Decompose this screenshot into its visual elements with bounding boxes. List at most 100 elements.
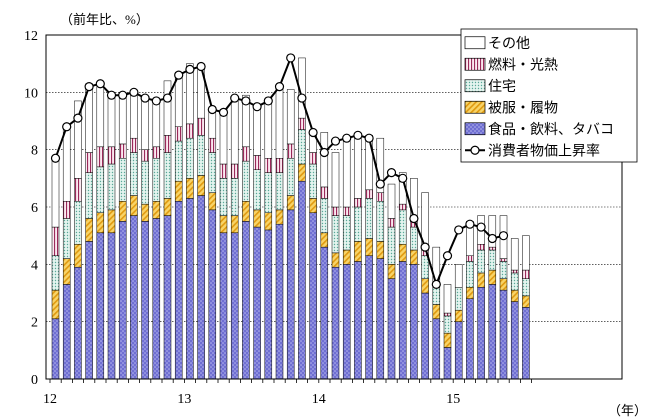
bar-segment-3 bbox=[107, 146, 116, 165]
bar-segment-0 bbox=[51, 318, 60, 380]
bar-segment-0 bbox=[410, 264, 418, 380]
legend-label: 食品・飲料、タバコ bbox=[488, 121, 614, 138]
bar-segment-0 bbox=[152, 218, 161, 380]
bar-segment-1 bbox=[298, 163, 306, 182]
y-tick-label: 12 bbox=[24, 29, 38, 44]
cpi-point bbox=[50, 153, 61, 163]
bar-segment-2 bbox=[118, 158, 127, 202]
bar-segment-2 bbox=[421, 255, 429, 279]
cpi-point bbox=[353, 130, 363, 140]
legend-swatch bbox=[464, 79, 486, 93]
cpi-point bbox=[409, 213, 419, 224]
bar-segment-2 bbox=[298, 129, 306, 165]
cpi-point bbox=[73, 113, 83, 123]
bar-segment-2 bbox=[510, 272, 519, 291]
bar-segment-0 bbox=[421, 292, 429, 380]
legend-swatch bbox=[464, 100, 486, 114]
bar-segment-3 bbox=[320, 186, 329, 199]
bar-segment-2 bbox=[242, 160, 250, 202]
bar-segment-4 bbox=[342, 140, 351, 208]
bar-segment-1 bbox=[466, 287, 474, 299]
bar-segment-0 bbox=[454, 321, 463, 380]
bar-segment-1 bbox=[309, 198, 317, 213]
cpi-point bbox=[84, 81, 94, 92]
bar-segment-1 bbox=[488, 269, 497, 285]
bar-segment-1 bbox=[208, 192, 217, 211]
bar-segment-4 bbox=[275, 86, 284, 159]
bar-segment-3 bbox=[443, 312, 452, 317]
bar-segment-1 bbox=[286, 195, 295, 211]
bar-segment-0 bbox=[522, 307, 530, 380]
bar-segment-2 bbox=[331, 215, 340, 254]
cpi-point bbox=[319, 147, 329, 158]
bar-segment-2 bbox=[85, 172, 93, 219]
bar-segment-3 bbox=[499, 258, 508, 262]
bar-segment-4 bbox=[152, 100, 161, 148]
bar-segment-0 bbox=[242, 221, 250, 380]
bar-segment-2 bbox=[410, 226, 418, 251]
bar-segment-1 bbox=[163, 198, 172, 216]
bar-segment-3 bbox=[219, 163, 228, 179]
bar-segment-4 bbox=[443, 284, 452, 314]
legend-label: 燃料・光熱 bbox=[488, 56, 558, 73]
cpi-point bbox=[398, 173, 408, 183]
bar-segment-2 bbox=[208, 152, 217, 193]
bar-segment-2 bbox=[488, 249, 497, 271]
bar-segment-3 bbox=[197, 117, 205, 136]
x-tick-label: 14 bbox=[312, 392, 326, 407]
bar-segment-0 bbox=[74, 266, 82, 380]
bar-segment-3 bbox=[477, 244, 485, 251]
bar-segment-3 bbox=[186, 123, 194, 139]
bar-segment-1 bbox=[141, 203, 149, 222]
bar-segment-1 bbox=[421, 278, 429, 294]
bar-segment-1 bbox=[130, 195, 138, 216]
bar-segment-2 bbox=[96, 166, 105, 213]
bar-segment-0 bbox=[477, 287, 485, 380]
bar-segment-1 bbox=[477, 272, 485, 288]
bar-segment-0 bbox=[230, 232, 239, 380]
bar-segment-2 bbox=[466, 261, 474, 288]
bar-segment-2 bbox=[197, 135, 205, 176]
bar-segment-0 bbox=[354, 261, 362, 380]
bar-segment-1 bbox=[522, 295, 530, 308]
legend-swatch bbox=[464, 57, 486, 71]
cpi-point bbox=[174, 70, 184, 80]
bar-segment-4 bbox=[376, 137, 385, 193]
bar-segment-4 bbox=[107, 94, 116, 148]
bar-segment-0 bbox=[208, 209, 217, 380]
bar-segment-0 bbox=[510, 301, 519, 380]
y-tick-label: 0 bbox=[31, 373, 38, 388]
bar-segment-3 bbox=[230, 163, 239, 179]
bar-segment-3 bbox=[309, 152, 317, 165]
bar-segment-4 bbox=[141, 97, 149, 150]
bar-segment-1 bbox=[51, 289, 60, 320]
bar-segment-1 bbox=[376, 241, 385, 259]
bar-segment-4 bbox=[320, 132, 329, 188]
cpi-point bbox=[95, 79, 105, 89]
bar-segment-0 bbox=[85, 241, 93, 380]
bar-segment-3 bbox=[376, 192, 385, 202]
legend-label: 住宅 bbox=[488, 79, 516, 95]
bar-segment-0 bbox=[443, 347, 452, 380]
bar-segment-3 bbox=[118, 143, 127, 159]
bar-segment-4 bbox=[242, 94, 250, 148]
bar-segment-1 bbox=[410, 249, 418, 265]
bar-segment-1 bbox=[186, 178, 194, 199]
bar-segment-3 bbox=[354, 198, 362, 208]
bar-segment-1 bbox=[242, 201, 250, 222]
bar-segment-2 bbox=[443, 315, 452, 334]
cpi-point bbox=[454, 225, 464, 235]
bar-segment-3 bbox=[342, 206, 351, 216]
plot-frame bbox=[45, 34, 623, 380]
bar-segment-2 bbox=[264, 172, 273, 213]
cpi-point bbox=[342, 133, 352, 143]
bar-segment-0 bbox=[286, 209, 295, 380]
bar-segment-4 bbox=[387, 183, 396, 219]
bar-segment-1 bbox=[197, 175, 205, 196]
bar-segment-0 bbox=[96, 232, 105, 380]
bar-segment-4 bbox=[331, 152, 340, 208]
bar-segment-1 bbox=[510, 289, 519, 302]
bar-segment-0 bbox=[62, 284, 71, 380]
cpi-point bbox=[286, 53, 296, 63]
bar-segment-1 bbox=[320, 232, 329, 248]
